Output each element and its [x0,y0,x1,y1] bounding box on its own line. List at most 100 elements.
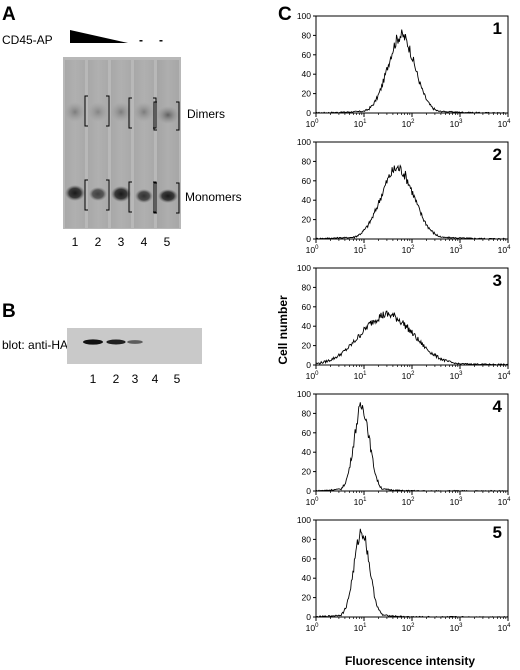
x-tick-label: 104 [498,119,511,129]
y-tick-label: 80 [302,408,312,418]
x-tick-label: 102 [402,245,415,255]
y-tick-label: 40 [302,321,312,331]
x-tick-exponent: 1 [363,119,367,125]
x-tick-exponent: 0 [315,497,319,503]
y-tick-label: 40 [302,447,312,457]
x-tick-exponent: 3 [459,497,463,503]
x-tick-label: 102 [402,119,415,129]
x-tick-label: 103 [450,371,463,381]
x-tick-label: 101 [354,497,367,507]
histogram-number: 4 [493,397,503,416]
panel-b: B blot: anti-HA 1 2 3 4 5 [2,301,202,386]
x-tick-exponent: 2 [411,623,415,629]
x-tick-exponent: 0 [315,119,319,125]
panel-b-lane-5: 5 [174,372,181,386]
y-tick-label: 40 [302,195,312,205]
y-tick-label: 80 [302,156,312,166]
monomers-label: Monomers [185,190,242,204]
histogram-number: 2 [493,145,502,164]
blot-band-lane-1 [83,339,103,345]
x-tick-exponent: 4 [507,245,511,251]
gel-lane-3 [111,60,131,228]
panel-a-lane-numbers: 1 2 3 4 5 [72,235,171,249]
panel-a-lane-1: 1 [72,235,79,249]
panel-b-letter: B [2,301,16,322]
monomer-brackets [84,179,180,214]
y-tick-label: 60 [302,554,312,564]
monomer-band-lane-4 [135,189,153,203]
x-tick-exponent: 1 [363,245,367,251]
panel-a-lane-4: 4 [141,235,148,249]
x-tick-label: 104 [498,623,511,633]
panel-b-lane-1: 1 [90,372,97,386]
x-tick-label: 102 [402,371,415,381]
gel-lane-1 [65,60,85,228]
y-tick-label: 0 [306,108,311,118]
x-tick-label: 100 [306,245,319,255]
histogram-number: 1 [493,19,502,38]
y-tick-label: 20 [302,341,312,351]
histogram-trace-3 [315,310,509,366]
panel-a-letter: A [2,4,16,25]
histogram-frame [315,519,509,618]
minus-sign-lane-5: - [159,33,163,47]
panel-a-lane-5: 5 [164,235,171,249]
blot-bands [83,339,143,345]
x-tick-exponent: 4 [507,497,511,503]
monomer-band-lane-3 [111,186,131,202]
concentration-wedge [70,30,128,43]
blot-label: blot: anti-HA [2,338,68,352]
cd45-ap-label: CD45-AP [2,33,53,47]
x-tick-exponent: 4 [507,371,511,377]
y-tick-label: 100 [297,515,311,525]
monomer-band-lane-5 [158,189,178,203]
panel-a-lane-2: 2 [95,235,102,249]
x-tick-exponent: 2 [411,245,415,251]
x-tick-exponent: 3 [459,623,463,629]
y-tick-label: 100 [297,11,311,21]
y-tick-label: 0 [306,234,311,244]
histogram-trace-5 [315,528,509,618]
monomer-band-lane-1 [65,185,85,201]
x-tick-label: 101 [354,623,367,633]
x-tick-label: 101 [354,119,367,129]
histogram-frame [315,393,509,492]
blot-band-lane-3 [127,340,143,344]
x-tick-exponent: 0 [315,623,319,629]
x-tick-exponent: 0 [315,245,319,251]
y-tick-label: 20 [302,467,312,477]
panel-a-lane-3: 3 [118,235,125,249]
x-tick-exponent: 2 [411,371,415,377]
gel-lane-5 [157,60,179,228]
panel-b-lane-3: 3 [132,372,139,386]
x-tick-exponent: 2 [411,497,415,503]
dimer-band-lane-4 [134,102,154,122]
y-tick-label: 20 [302,89,312,99]
x-tick-exponent: 3 [459,245,463,251]
x-tick-exponent: 0 [315,371,319,377]
dimer-brackets [84,95,180,131]
western-blot [67,328,202,364]
histogram-number: 3 [493,271,502,290]
y-tick-label: 20 [302,215,312,225]
panel-b-lane-2: 2 [113,372,120,386]
x-tick-label: 103 [450,119,463,129]
x-tick-exponent: 2 [411,119,415,125]
y-tick-label: 60 [302,50,312,60]
y-tick-label: 60 [302,428,312,438]
x-tick-label: 103 [450,245,463,255]
x-tick-label: 102 [402,497,415,507]
y-tick-label: 20 [302,593,312,603]
panel-b-lane-4: 4 [152,372,159,386]
histogram-trace-2 [315,164,509,240]
x-tick-exponent: 1 [363,497,367,503]
panel-b-lane-numbers: 1 2 3 4 5 [90,372,181,386]
y-tick-label: 100 [297,263,311,273]
gel-lane-2 [88,60,108,228]
x-tick-label: 101 [354,371,367,381]
